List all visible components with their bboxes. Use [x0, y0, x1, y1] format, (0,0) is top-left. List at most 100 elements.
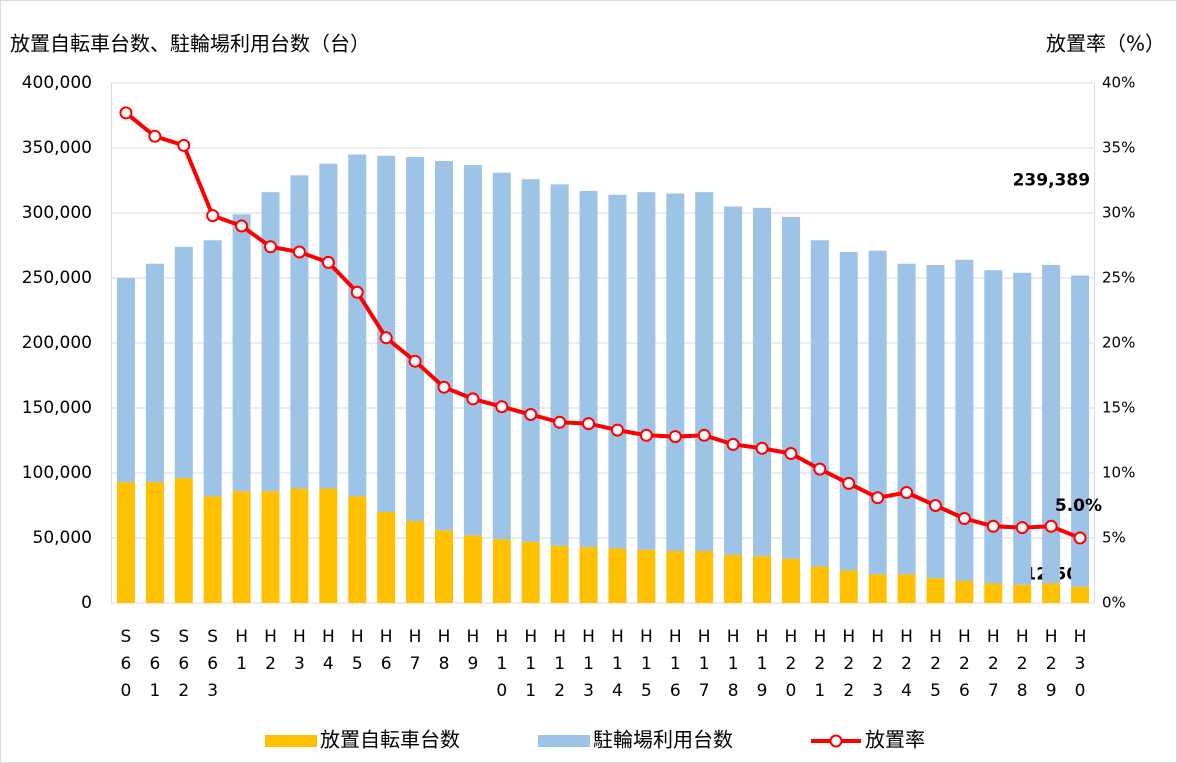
bar: [695, 551, 714, 603]
bar: [839, 252, 858, 571]
legend-marker: [829, 734, 843, 748]
line-marker: [871, 491, 885, 505]
bar: [377, 512, 396, 603]
y-tick-label: 0: [81, 593, 92, 613]
y2-tick-label: 5%: [1102, 529, 1126, 547]
bar: [492, 172, 511, 540]
line-marker: [755, 441, 769, 455]
line-marker: [119, 106, 133, 120]
bar: [666, 551, 685, 603]
bar: [261, 192, 280, 492]
y-tick-label: 300,000: [22, 203, 92, 223]
line-marker: [524, 408, 538, 421]
data-label: 5.0%: [1055, 496, 1102, 516]
bar: [1071, 586, 1090, 603]
y-tick-label: 150,000: [22, 398, 92, 418]
line-marker: [379, 331, 393, 345]
bar: [145, 482, 164, 603]
bar: [753, 207, 772, 557]
bar: [753, 556, 772, 603]
legend-label: 駐輪場利用台数: [593, 728, 733, 752]
bar: [839, 570, 858, 603]
line-marker: [726, 437, 740, 451]
line-marker: [1073, 531, 1087, 545]
bar: [608, 548, 627, 603]
line-marker: [639, 428, 653, 442]
line-marker: [553, 415, 567, 429]
bar: [1013, 584, 1032, 603]
bar: [203, 240, 222, 497]
line-marker: [350, 285, 364, 299]
bar: [232, 491, 251, 603]
legend-swatch: [265, 735, 317, 747]
bar: [550, 545, 569, 603]
y-tick-label: 200,000: [22, 333, 92, 353]
y2-tick-label: 35%: [1102, 139, 1135, 157]
line-marker: [784, 447, 798, 460]
y-tick-label: 400,000: [22, 73, 92, 93]
bar: [955, 580, 974, 603]
bar: [406, 157, 425, 522]
bar: [984, 270, 1003, 584]
bar: [174, 478, 193, 603]
y-tick-label: 250,000: [22, 268, 92, 288]
bar: [781, 216, 800, 559]
line-marker: [235, 219, 249, 233]
bar: [868, 574, 887, 603]
bar: [1071, 275, 1090, 587]
bar: [579, 547, 598, 603]
line-marker: [842, 476, 856, 490]
bar: [290, 488, 309, 603]
bar: [868, 250, 887, 575]
bar: [434, 530, 453, 603]
bar: [232, 214, 251, 492]
bar: [492, 539, 511, 603]
bar: [724, 206, 743, 555]
line-marker: [928, 499, 942, 512]
bar: [203, 496, 222, 603]
line-marker: [610, 423, 624, 437]
bar: [463, 164, 482, 536]
bar: [897, 263, 916, 575]
bar: [1042, 265, 1061, 584]
bar: [521, 541, 540, 603]
bar: [406, 521, 425, 603]
y2-tick-label: 25%: [1102, 269, 1135, 287]
legend-swatch: [538, 735, 590, 747]
bar: [724, 554, 743, 603]
line-marker: [986, 519, 1000, 533]
bar: [434, 161, 453, 531]
y-axis-title: 放置自転車台数、駐輪場利用台数（台）: [10, 32, 370, 56]
line-marker: [495, 400, 509, 414]
y-tick-label: 100,000: [22, 463, 92, 483]
bar: [319, 163, 338, 489]
y2-tick-label: 10%: [1102, 464, 1135, 482]
line-marker: [697, 428, 711, 442]
bar: [116, 278, 135, 483]
line-marker: [321, 255, 335, 269]
bar: [666, 193, 685, 551]
